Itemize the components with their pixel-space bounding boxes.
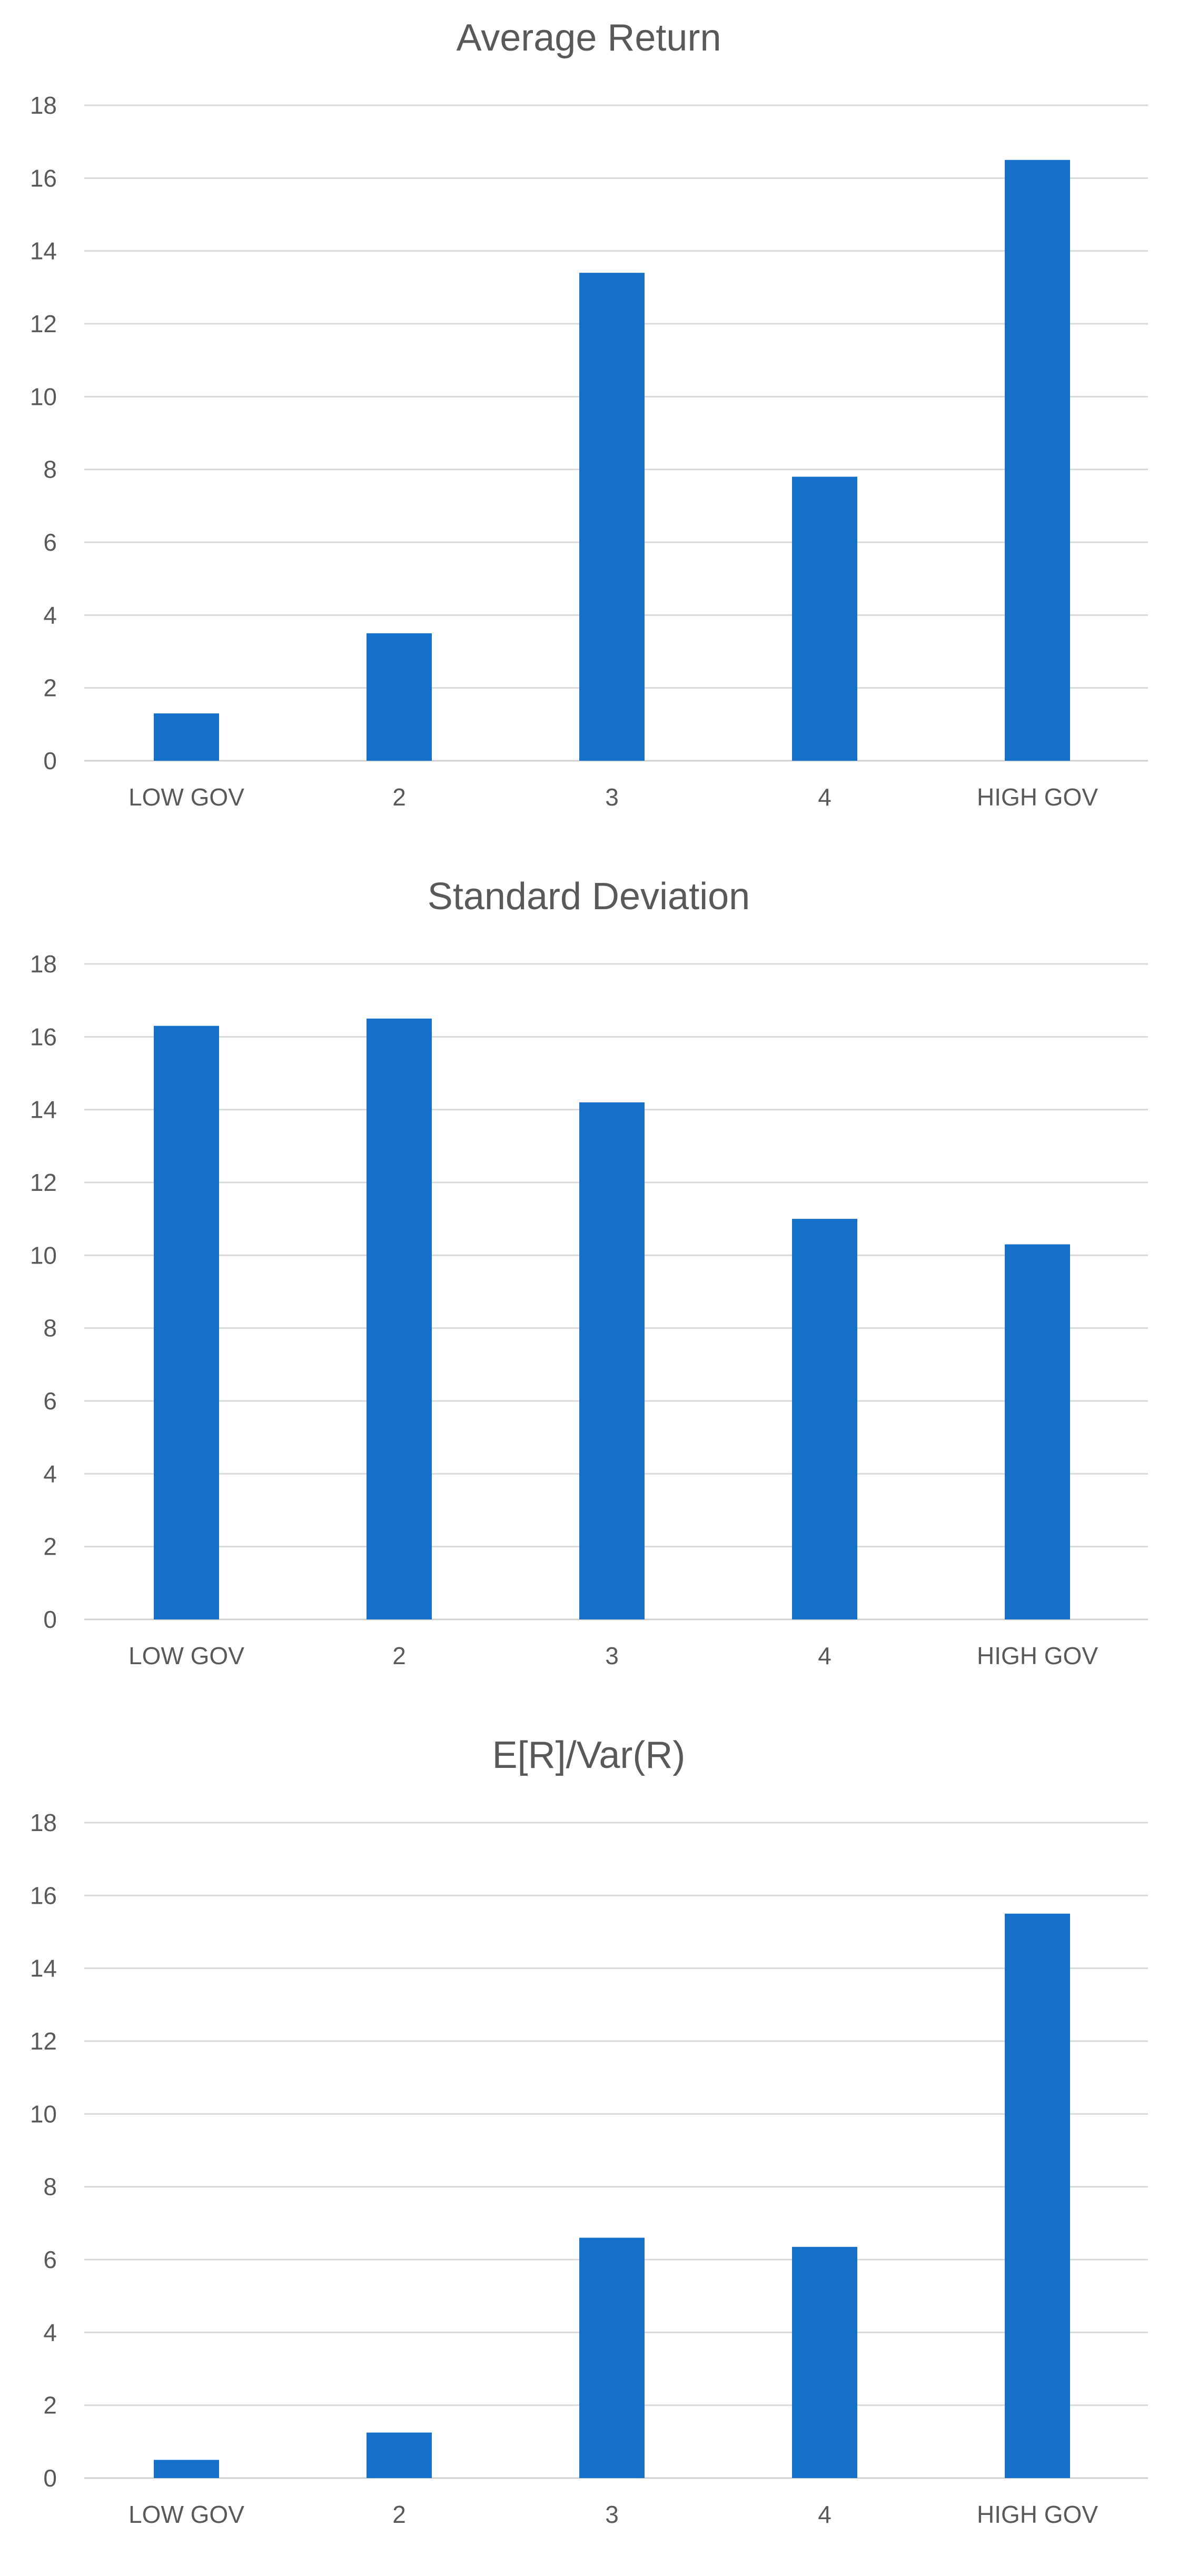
y-tick-label: 16 <box>30 1882 57 1909</box>
y-tick-label: 6 <box>43 1387 57 1415</box>
y-tick-label: 2 <box>43 674 57 702</box>
category-label: 3 <box>605 2501 619 2528</box>
y-tick-label: 4 <box>43 2319 57 2346</box>
y-tick-label: 14 <box>30 1955 57 1982</box>
category-label: 2 <box>392 2501 406 2528</box>
average-return-chart: Average Return 0 2 4 6 8 10 12 14 16 18 LOW GOV 2 3 4… <box>0 0 1178 859</box>
y-tick-label: 18 <box>30 92 57 119</box>
bar-3 <box>579 273 645 761</box>
chart-title: Average Return <box>457 17 721 59</box>
bar-3 <box>579 2237 645 2478</box>
bar-4 <box>792 476 857 761</box>
y-tick-label: 14 <box>30 1096 57 1123</box>
y-tick-label: 18 <box>30 950 57 978</box>
er-var-r-chart-svg: E[R]/Var(R) 0 2 4 6 8 10 12 14 16 18 LOW GOV 2 3 4 HIG… <box>30 1734 1148 2528</box>
category-label: 2 <box>392 1642 406 1669</box>
y-tick-label: 10 <box>30 383 57 410</box>
y-tick-label: 10 <box>30 2100 57 2127</box>
y-tick-label: 14 <box>30 237 57 265</box>
category-label: 3 <box>605 783 619 811</box>
bar-high-gov <box>1005 1244 1070 1619</box>
y-tick-label: 16 <box>30 164 57 192</box>
y-tick-label: 18 <box>30 1809 57 1836</box>
bar-high-gov <box>1005 1913 1070 2478</box>
y-tick-label: 8 <box>43 456 57 483</box>
y-tick-label: 12 <box>30 1169 57 1196</box>
chart-title: E[R]/Var(R) <box>492 1734 686 1776</box>
y-tick-label: 8 <box>43 1315 57 1342</box>
bar-4 <box>792 1219 857 1619</box>
y-tick-label: 8 <box>43 2173 57 2201</box>
bar-4 <box>792 2246 857 2478</box>
y-tick-label: 16 <box>30 1023 57 1050</box>
y-tick-label: 10 <box>30 1241 57 1269</box>
category-label: HIGH GOV <box>977 2501 1098 2528</box>
y-tick-label: 2 <box>43 1533 57 1560</box>
y-tick-label: 0 <box>43 747 57 774</box>
y-tick-label: 4 <box>43 1460 57 1487</box>
chart-title: Standard Deviation <box>428 876 750 918</box>
er-var-r-chart: E[R]/Var(R) 0 2 4 6 8 10 12 14 16 18 LOW GOV 2 3 4 HIG… <box>0 1717 1178 2576</box>
category-label: HIGH GOV <box>977 783 1098 811</box>
y-tick-label: 12 <box>30 2027 57 2055</box>
category-label: LOW GOV <box>128 2501 244 2528</box>
y-tick-label: 2 <box>43 2392 57 2419</box>
category-label: 4 <box>818 1642 831 1669</box>
y-tick-label: 0 <box>43 2464 57 2492</box>
category-label: LOW GOV <box>128 783 244 811</box>
bar-2 <box>367 2432 432 2478</box>
bar-low-gov <box>154 1026 219 1619</box>
average-return-chart-svg: Average Return 0 2 4 6 8 10 12 14 16 18 LOW GOV 2 3 4… <box>30 17 1148 811</box>
bar-low-gov <box>154 2460 219 2478</box>
y-tick-label: 6 <box>43 2246 57 2273</box>
category-label: HIGH GOV <box>977 1642 1098 1669</box>
bar-3 <box>579 1102 645 1619</box>
y-tick-label: 4 <box>43 601 57 629</box>
bar-2 <box>367 633 432 761</box>
bar-2 <box>367 1018 432 1619</box>
category-label: 2 <box>392 783 406 811</box>
y-tick-label: 0 <box>43 1606 57 1633</box>
category-label: 3 <box>605 1642 619 1669</box>
category-label: 4 <box>818 2501 831 2528</box>
bar-high-gov <box>1005 160 1070 761</box>
y-tick-label: 6 <box>43 529 57 556</box>
category-label: LOW GOV <box>128 1642 244 1669</box>
bar-low-gov <box>154 713 219 761</box>
standard-deviation-chart-svg: Standard Deviation 0 2 4 6 8 10 12 14 16 18 LOW GO… <box>30 876 1148 1669</box>
standard-deviation-chart: Standard Deviation 0 2 4 6 8 10 12 14 16 18 LOW GO… <box>0 859 1178 1717</box>
y-tick-label: 12 <box>30 310 57 337</box>
category-label: 4 <box>818 783 831 811</box>
